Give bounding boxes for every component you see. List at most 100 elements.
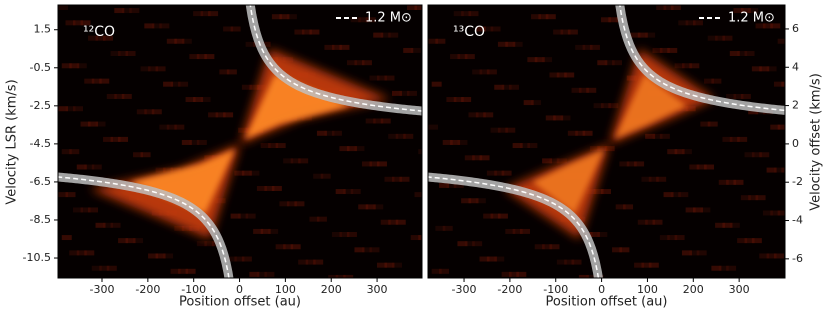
noise bbox=[320, 173, 331, 179]
noise bbox=[762, 23, 773, 29]
noise bbox=[748, 109, 759, 115]
noise bbox=[151, 109, 162, 115]
noise bbox=[439, 182, 450, 188]
noise bbox=[328, 274, 339, 278]
noise bbox=[461, 198, 472, 204]
noise bbox=[759, 253, 770, 259]
noise bbox=[670, 5, 681, 10]
noise bbox=[726, 93, 737, 99]
noise bbox=[95, 121, 106, 127]
noise bbox=[249, 84, 260, 90]
noise bbox=[475, 26, 486, 32]
x-tick-label: -100 bbox=[181, 283, 206, 296]
noise bbox=[567, 130, 578, 136]
noise bbox=[358, 204, 369, 210]
noise bbox=[497, 41, 508, 47]
curve bbox=[249, 5, 422, 112]
noise bbox=[707, 121, 718, 127]
noise bbox=[343, 189, 354, 195]
noise bbox=[69, 250, 80, 256]
noise bbox=[290, 244, 301, 250]
noise bbox=[542, 244, 553, 250]
noise bbox=[685, 207, 696, 213]
noise bbox=[726, 265, 737, 271]
noise bbox=[615, 204, 626, 210]
noise bbox=[155, 253, 166, 259]
noise bbox=[110, 136, 121, 142]
panel-image bbox=[58, 5, 422, 278]
noise bbox=[395, 133, 406, 139]
noise bbox=[689, 63, 700, 69]
noise bbox=[264, 271, 275, 277]
noise bbox=[762, 210, 773, 216]
noise bbox=[298, 158, 309, 164]
noise bbox=[652, 219, 663, 225]
noise bbox=[331, 44, 342, 50]
noise bbox=[582, 130, 593, 136]
noise bbox=[748, 8, 759, 14]
noise bbox=[755, 195, 766, 201]
noise bbox=[729, 51, 740, 57]
noise bbox=[759, 66, 770, 72]
noise bbox=[181, 139, 192, 145]
noise bbox=[733, 93, 744, 99]
noise bbox=[634, 262, 645, 268]
noise bbox=[365, 118, 376, 124]
noise bbox=[553, 115, 564, 121]
noise bbox=[406, 5, 417, 10]
noise bbox=[545, 115, 556, 121]
noise bbox=[286, 14, 297, 20]
noise bbox=[468, 198, 479, 204]
noise bbox=[505, 127, 516, 133]
noise bbox=[722, 222, 733, 228]
noise bbox=[84, 250, 95, 256]
noise bbox=[346, 60, 357, 66]
noise bbox=[472, 155, 483, 161]
background bbox=[428, 5, 785, 278]
noise bbox=[707, 35, 718, 41]
noise bbox=[414, 192, 422, 198]
noise bbox=[380, 219, 391, 225]
noise bbox=[512, 228, 523, 234]
noise bbox=[770, 23, 781, 29]
noise bbox=[571, 87, 582, 93]
noise bbox=[316, 216, 327, 222]
noise bbox=[729, 222, 740, 228]
noise bbox=[641, 176, 652, 182]
noise bbox=[118, 136, 129, 142]
noise bbox=[395, 219, 406, 225]
y-tick-label: -6.5 bbox=[30, 175, 51, 188]
noise bbox=[208, 112, 219, 118]
noise bbox=[446, 182, 457, 188]
noise bbox=[245, 213, 256, 219]
noise bbox=[204, 241, 215, 247]
noise bbox=[418, 149, 422, 155]
noise bbox=[103, 222, 114, 228]
noise bbox=[483, 112, 494, 118]
noise bbox=[298, 259, 309, 265]
noise bbox=[777, 124, 785, 130]
noise bbox=[508, 84, 519, 90]
noise bbox=[755, 23, 766, 29]
noise bbox=[73, 106, 84, 112]
noise bbox=[365, 17, 376, 23]
noise bbox=[99, 78, 110, 84]
noise bbox=[468, 112, 479, 118]
noise bbox=[99, 265, 110, 271]
noise bbox=[369, 161, 380, 167]
noise bbox=[84, 164, 95, 170]
noise bbox=[245, 41, 256, 47]
legend-label: 1.2 M⊙ bbox=[728, 11, 775, 26]
noise bbox=[234, 256, 245, 262]
y-tick-label: 1.5 bbox=[34, 23, 52, 36]
noise bbox=[84, 78, 95, 84]
noise bbox=[623, 204, 634, 210]
noise bbox=[431, 81, 442, 87]
noise bbox=[294, 201, 305, 207]
y-tick-label: -2.5 bbox=[30, 99, 51, 112]
noise bbox=[534, 244, 545, 250]
noise bbox=[331, 231, 342, 237]
noise bbox=[249, 170, 260, 176]
noise bbox=[241, 170, 252, 176]
noise bbox=[744, 238, 755, 244]
